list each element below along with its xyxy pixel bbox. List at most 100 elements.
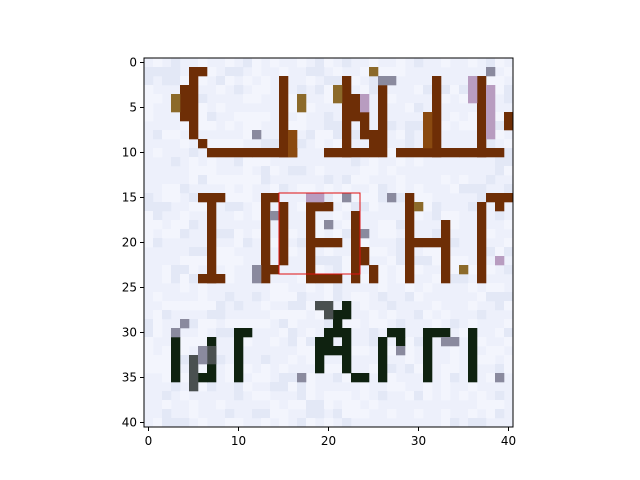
texture-pixel <box>414 85 424 95</box>
texture-pixel <box>324 112 334 122</box>
texture-pixel <box>495 112 505 122</box>
texture-pixel <box>279 292 289 302</box>
texture-pixel <box>243 130 253 140</box>
texture-pixel <box>423 247 433 257</box>
ink-pixel <box>486 85 496 140</box>
ink-pixel <box>396 346 406 356</box>
ink-pixel <box>360 94 370 113</box>
texture-pixel <box>297 391 307 401</box>
texture-pixel <box>261 139 271 149</box>
texture-pixel <box>342 391 352 401</box>
texture-pixel <box>432 211 442 221</box>
texture-pixel <box>297 400 307 410</box>
texture-pixel <box>360 238 370 248</box>
texture-pixel <box>450 85 460 95</box>
texture-pixel <box>270 184 280 194</box>
texture-pixel <box>315 67 325 77</box>
texture-pixel <box>468 319 478 329</box>
texture-pixel <box>216 355 226 365</box>
texture-pixel <box>288 103 298 113</box>
texture-pixel <box>243 184 253 194</box>
texture-pixel <box>342 229 352 239</box>
texture-pixel <box>405 103 415 113</box>
texture-pixel <box>342 400 352 410</box>
texture-pixel <box>495 76 505 86</box>
texture-pixel <box>333 130 343 140</box>
texture-pixel <box>189 247 199 257</box>
texture-pixel <box>288 94 298 104</box>
texture-pixel <box>297 418 307 428</box>
ink-pixel <box>441 220 451 284</box>
texture-pixel <box>504 220 514 230</box>
texture-pixel <box>369 400 379 410</box>
texture-pixel <box>414 58 424 68</box>
texture-pixel <box>198 94 208 104</box>
texture-pixel <box>234 382 244 392</box>
texture-pixel <box>378 319 388 329</box>
texture-pixel <box>360 292 370 302</box>
texture-pixel <box>144 328 154 338</box>
texture-pixel <box>324 364 334 374</box>
texture-pixel <box>234 85 244 95</box>
ink-pixel <box>396 148 460 158</box>
texture-pixel <box>495 121 505 131</box>
y-tick-label: 15 <box>122 191 137 205</box>
texture-pixel <box>225 121 235 131</box>
texture-pixel <box>342 202 352 212</box>
texture-pixel <box>171 418 181 428</box>
texture-pixel <box>324 85 334 95</box>
texture-pixel <box>261 76 271 86</box>
texture-pixel <box>180 121 190 131</box>
texture-pixel <box>306 328 316 338</box>
ink-pixel <box>279 202 289 266</box>
texture-pixel <box>306 346 316 356</box>
ink-pixel <box>252 148 298 158</box>
texture-pixel <box>252 58 262 68</box>
texture-pixel <box>396 58 406 68</box>
texture-pixel <box>198 301 208 311</box>
texture-pixel <box>297 301 307 311</box>
texture-pixel <box>153 238 163 248</box>
ink-pixel <box>315 346 343 356</box>
texture-pixel <box>495 409 505 419</box>
texture-pixel <box>279 364 289 374</box>
x-tick-label: 20 <box>321 434 336 448</box>
texture-pixel <box>360 274 370 284</box>
texture-pixel <box>288 229 298 239</box>
texture-pixel <box>225 139 235 149</box>
texture-pixel <box>369 58 379 68</box>
ink-pixel <box>261 193 271 284</box>
texture-pixel <box>324 283 334 293</box>
texture-pixel <box>144 103 154 113</box>
texture-pixel <box>180 184 190 194</box>
texture-pixel <box>189 148 199 158</box>
texture-pixel <box>396 319 406 329</box>
texture-pixel <box>270 58 280 68</box>
texture-pixel <box>441 175 451 185</box>
texture-pixel <box>252 391 262 401</box>
texture-pixel <box>423 391 433 401</box>
texture-pixel <box>432 229 442 239</box>
texture-pixel <box>405 130 415 140</box>
texture-pixel <box>414 121 424 131</box>
texture-pixel <box>243 58 253 68</box>
texture-pixel <box>225 184 235 194</box>
texture-pixel <box>162 202 172 212</box>
texture-pixel <box>225 292 235 302</box>
texture-pixel <box>225 256 235 266</box>
ink-pixel <box>351 94 361 122</box>
ink-pixel <box>270 211 280 221</box>
texture-pixel <box>486 355 496 365</box>
texture-pixel <box>342 265 352 275</box>
texture-pixel <box>387 310 397 320</box>
texture-pixel <box>180 256 190 266</box>
texture-pixel <box>189 274 199 284</box>
texture-pixel <box>369 193 379 203</box>
ink-pixel <box>297 373 307 383</box>
texture-pixel <box>216 139 226 149</box>
texture-pixel <box>369 337 379 347</box>
texture-pixel <box>306 130 316 140</box>
texture-pixel <box>486 229 496 239</box>
texture-pixel <box>189 337 199 347</box>
